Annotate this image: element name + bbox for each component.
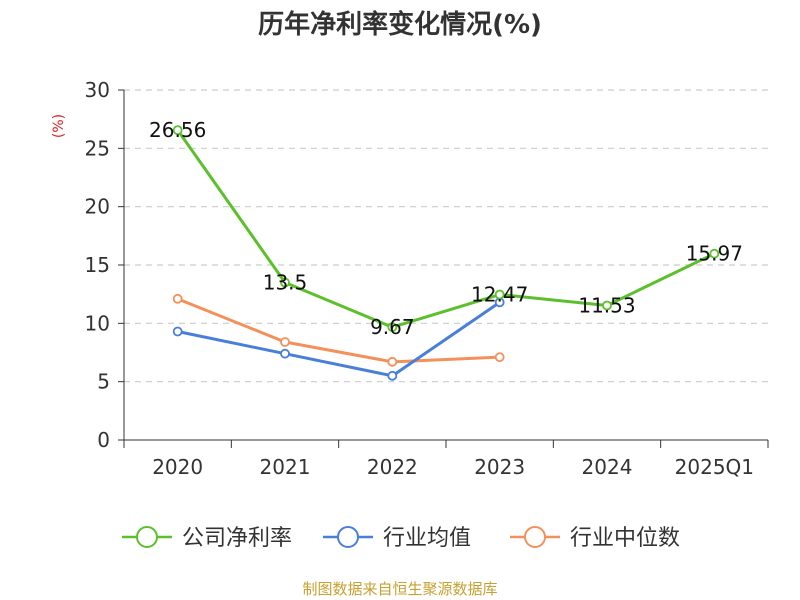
- data-point: [280, 337, 290, 347]
- legend-marker: [136, 526, 158, 548]
- data-point: [494, 289, 505, 300]
- data-point: [172, 125, 183, 136]
- y-tick-label: 25: [85, 136, 110, 160]
- x-tick-label: 2025Q1: [675, 455, 754, 479]
- y-tick-label: 10: [85, 311, 110, 335]
- data-label: 26.56: [149, 118, 206, 142]
- x-tick-label: 2022: [367, 455, 418, 479]
- data-point: [387, 356, 398, 367]
- y-tick-label: 15: [85, 253, 110, 277]
- legend-label: 公司净利率: [182, 526, 292, 551]
- data-point: [494, 352, 505, 363]
- data-label: 11.53: [578, 293, 635, 317]
- data-point: [172, 293, 183, 304]
- data-point: [172, 326, 183, 337]
- y-tick-label: 20: [85, 195, 110, 219]
- y-axis-label: (%): [51, 114, 67, 138]
- legend-marker: [524, 526, 546, 548]
- x-tick-label: 2021: [260, 455, 311, 479]
- legend-marker: [337, 526, 359, 548]
- series-line: [177, 301, 501, 378]
- data-point: [709, 248, 720, 259]
- source-note: 制图数据来自恒生聚源数据库: [302, 580, 498, 598]
- y-tick-label: 30: [85, 78, 110, 102]
- x-tick-label: 2023: [474, 455, 525, 479]
- y-tick-label: 0: [97, 428, 110, 452]
- data-point: [602, 300, 612, 311]
- x-tick-label: 2024: [582, 455, 633, 479]
- data-point: [387, 322, 398, 333]
- data-point: [280, 277, 290, 288]
- series-line: [176, 129, 715, 329]
- y-tick-label: 5: [97, 370, 110, 394]
- x-tick-label: 2020: [152, 455, 203, 479]
- series-line: [177, 297, 500, 364]
- legend-label: 行业均值: [383, 526, 471, 551]
- chart-title: 历年净利率变化情况(%): [258, 10, 542, 40]
- data-label: 12.47: [471, 283, 528, 307]
- data-point: [387, 370, 398, 381]
- data-label: 13.5: [263, 271, 308, 295]
- legend-label: 行业中位数: [570, 526, 680, 551]
- data-point: [280, 348, 290, 359]
- data-label: 15.97: [686, 242, 743, 266]
- data-label: 9.67: [370, 315, 415, 339]
